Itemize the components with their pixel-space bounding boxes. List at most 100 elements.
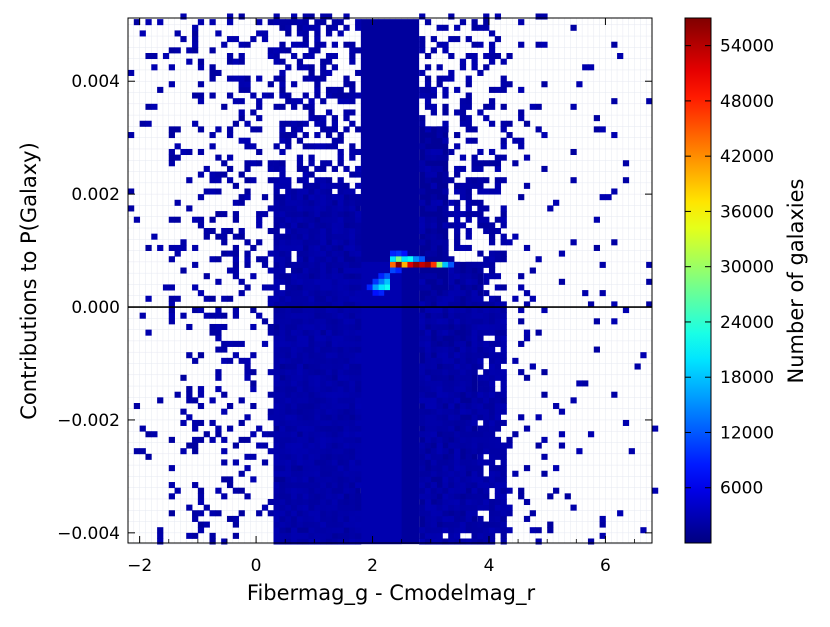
heatmap-bin bbox=[337, 148, 344, 156]
heatmap-bin bbox=[302, 521, 309, 528]
heatmap-bin bbox=[250, 307, 257, 314]
heatmap-bin bbox=[454, 323, 461, 331]
heatmap-bin bbox=[232, 487, 240, 494]
heatmap-bin bbox=[279, 323, 286, 331]
heatmap-bin bbox=[285, 470, 292, 477]
heatmap-bin bbox=[291, 425, 298, 432]
heatmap-bin bbox=[436, 470, 443, 477]
heatmap-bin bbox=[209, 92, 216, 99]
heatmap-bin bbox=[308, 228, 315, 235]
heatmap-bin bbox=[320, 301, 327, 308]
heatmap-bin bbox=[139, 120, 146, 127]
heatmap-bin bbox=[488, 86, 496, 93]
heatmap-bin bbox=[424, 391, 432, 398]
heatmap-bin bbox=[355, 414, 362, 421]
heatmap-bin bbox=[273, 352, 280, 359]
heatmap-bin bbox=[419, 47, 426, 54]
heatmap-bin bbox=[296, 436, 304, 443]
heatmap-bin bbox=[541, 13, 548, 20]
heatmap-bin bbox=[424, 498, 432, 506]
heatmap-bin bbox=[349, 211, 356, 218]
heatmap-bin bbox=[343, 453, 350, 460]
heatmap-bin bbox=[320, 233, 327, 240]
heatmap-bin bbox=[494, 527, 502, 534]
heatmap-bin bbox=[541, 132, 548, 139]
heatmap-bin bbox=[436, 132, 443, 139]
heatmap-bin bbox=[256, 103, 263, 110]
y-tick-label: 0.000 bbox=[71, 298, 120, 318]
heatmap-bin bbox=[197, 64, 205, 71]
heatmap-bin bbox=[314, 75, 321, 82]
heatmap-bin bbox=[320, 470, 327, 477]
heatmap-bin bbox=[448, 442, 455, 449]
heatmap-bin bbox=[325, 188, 333, 195]
heatmap-bin bbox=[279, 273, 286, 280]
heatmap-bin bbox=[331, 340, 338, 347]
heatmap-bin bbox=[477, 482, 484, 489]
heatmap-bin bbox=[471, 482, 478, 489]
heatmap-bin bbox=[320, 453, 327, 460]
heatmap-bin bbox=[500, 419, 507, 426]
heatmap-bin bbox=[529, 363, 536, 370]
heatmap-bin bbox=[302, 323, 309, 331]
heatmap-bin bbox=[320, 527, 327, 534]
heatmap-bin bbox=[337, 211, 344, 218]
heatmap-bin bbox=[593, 346, 600, 353]
heatmap-bin bbox=[279, 86, 286, 93]
heatmap-bin bbox=[494, 312, 502, 319]
heatmap-bin bbox=[465, 92, 472, 99]
heatmap-bin bbox=[320, 408, 327, 415]
heatmap-bin bbox=[477, 538, 484, 545]
heatmap-bin bbox=[314, 301, 321, 308]
heatmap-bin bbox=[291, 284, 298, 291]
heatmap-bin bbox=[314, 41, 321, 48]
heatmap-bin bbox=[465, 498, 472, 506]
heatmap-bin bbox=[477, 414, 484, 421]
heatmap-bin bbox=[622, 419, 630, 426]
heatmap-bin bbox=[454, 436, 461, 443]
heatmap-bin bbox=[454, 132, 461, 139]
heatmap-bin bbox=[331, 64, 338, 71]
heatmap-bin bbox=[244, 256, 251, 263]
heatmap-bin bbox=[168, 154, 175, 161]
heatmap-bin bbox=[331, 335, 338, 342]
heatmap-bin bbox=[430, 397, 437, 404]
heatmap-bin bbox=[349, 532, 356, 539]
heatmap-bin bbox=[302, 239, 309, 246]
heatmap-bin bbox=[448, 301, 455, 308]
heatmap-bin bbox=[343, 482, 350, 489]
heatmap-bin bbox=[640, 352, 647, 359]
heatmap-bin bbox=[302, 307, 309, 314]
heatmap-bin bbox=[320, 442, 327, 449]
heatmap-bin bbox=[419, 487, 426, 494]
heatmap-bin bbox=[273, 482, 280, 489]
heatmap-bin bbox=[221, 436, 228, 443]
heatmap-bin bbox=[314, 222, 321, 229]
heatmap-bin bbox=[430, 510, 437, 517]
heatmap-bin bbox=[226, 295, 234, 302]
heatmap-bin bbox=[442, 47, 449, 54]
heatmap-bin bbox=[180, 148, 187, 156]
heatmap-bin bbox=[419, 278, 426, 285]
heatmap-bin bbox=[168, 64, 175, 71]
heatmap-bin bbox=[302, 538, 309, 545]
heatmap-bin bbox=[296, 295, 304, 302]
heatmap-bin bbox=[465, 211, 472, 218]
heatmap-bin bbox=[518, 369, 525, 376]
heatmap-bin bbox=[279, 182, 286, 189]
heatmap-bin bbox=[419, 419, 426, 426]
heatmap-bin bbox=[314, 312, 321, 319]
heatmap-bin bbox=[238, 228, 245, 235]
heatmap-bin bbox=[174, 295, 181, 302]
heatmap-bin bbox=[296, 352, 304, 359]
heatmap-bin bbox=[459, 98, 467, 105]
heatmap-bin bbox=[483, 391, 490, 398]
heatmap-bin bbox=[296, 493, 304, 500]
heatmap-bin bbox=[424, 352, 432, 359]
heatmap-bin bbox=[168, 244, 175, 251]
heatmap-bin bbox=[302, 13, 309, 20]
heatmap-bin bbox=[308, 521, 315, 528]
heatmap-bin bbox=[291, 436, 298, 443]
heatmap-bin bbox=[174, 216, 181, 223]
heatmap-bin bbox=[314, 357, 321, 364]
